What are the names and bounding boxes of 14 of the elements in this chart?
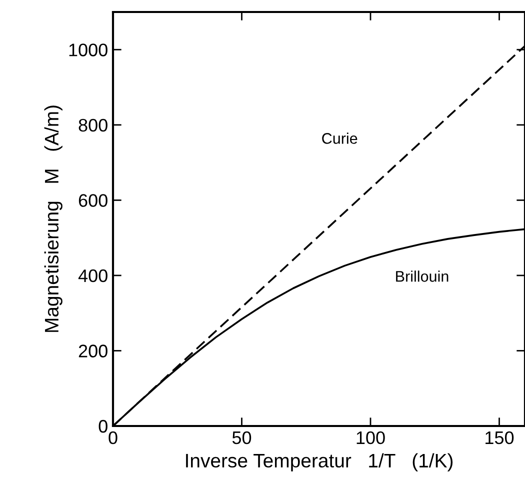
x-tick-label: 150 <box>486 431 514 444</box>
x-tick-label: 100 <box>356 431 385 444</box>
y-tick-label: 0 <box>98 420 108 433</box>
series-label: Brillouin <box>396 270 448 282</box>
y-tick-label: 800 <box>78 118 108 132</box>
x-tick-label: 0 <box>108 431 118 444</box>
y-tick-label: 400 <box>78 269 108 282</box>
x-axis-title: Inverse Temperatur 1/T (1/K) <box>186 453 453 472</box>
y-tick-label: 600 <box>78 194 108 207</box>
x-tick-label: 50 <box>232 431 252 444</box>
y-tick-label: 1000 <box>69 44 108 56</box>
y-tick-label: 200 <box>78 344 108 358</box>
text: Curie <box>322 132 358 144</box>
y-axis-title: Magnetisierung M (A/m) <box>44 106 62 332</box>
